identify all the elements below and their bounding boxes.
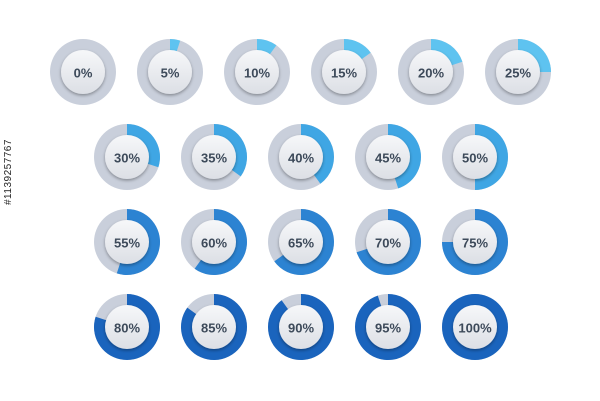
percentage-label: 15% — [331, 66, 357, 81]
ring-center-disc — [279, 305, 323, 349]
progress-ring: 50% — [441, 123, 509, 191]
ring-center-disc — [279, 220, 323, 264]
ring-center-disc — [409, 50, 453, 94]
progress-ring: 100% — [441, 293, 509, 361]
percentage-label: 40% — [288, 151, 314, 166]
ring-center-disc — [453, 135, 497, 179]
percentage-label: 70% — [375, 236, 401, 251]
progress-ring: 70% — [354, 208, 422, 276]
progress-ring: 10% — [223, 38, 291, 106]
progress-ring-graphic: 75% — [442, 209, 508, 275]
stock-id-text: #1139257767 — [3, 139, 14, 205]
ring-center-disc — [453, 220, 497, 264]
progress-ring: 25% — [484, 38, 552, 106]
ring-center-disc — [453, 305, 497, 349]
ring-center-disc — [105, 135, 149, 179]
progress-ring-graphic: 80% — [94, 294, 161, 360]
ring-center-disc — [366, 220, 410, 264]
progress-ring-graphic: 10% — [224, 39, 290, 105]
progress-ring-graphic: 35% — [181, 124, 248, 190]
ring-center-disc — [105, 305, 149, 349]
progress-ring: 85% — [180, 293, 248, 361]
ring-center-disc — [366, 305, 410, 349]
ring-center-disc — [235, 50, 279, 94]
progress-ring: 35% — [180, 123, 248, 191]
percentage-label: 85% — [201, 321, 227, 336]
progress-ring: 60% — [180, 208, 248, 276]
progress-ring-graphic: 15% — [311, 39, 377, 105]
progress-ring: 5% — [136, 38, 204, 106]
progress-ring: 40% — [267, 123, 335, 191]
progress-ring-graphic: 40% — [268, 124, 335, 190]
progress-ring-graphic: 45% — [355, 124, 421, 190]
progress-ring-graphic: 65% — [268, 209, 334, 275]
progress-ring-graphic: 20% — [398, 39, 464, 105]
percentage-label: 90% — [288, 321, 314, 336]
ring-center-disc — [366, 135, 410, 179]
progress-ring-graphic: 85% — [180, 294, 247, 360]
ring-center-disc — [192, 305, 236, 349]
progress-ring-graphic: 60% — [181, 209, 247, 275]
percentage-label: 35% — [201, 151, 227, 166]
progress-ring: 55% — [93, 208, 161, 276]
ring-center-disc — [322, 50, 366, 94]
progress-ring: 0% — [49, 38, 117, 106]
progress-ring-graphic: 100% — [442, 294, 508, 360]
progress-ring: 45% — [354, 123, 422, 191]
ring-center-disc — [105, 220, 149, 264]
progress-ring-graphic: 0% — [50, 39, 116, 105]
percentage-label: 75% — [462, 236, 488, 251]
percentage-label: 0% — [74, 66, 93, 81]
progress-ring-graphic: 30% — [94, 124, 160, 190]
percentage-label: 20% — [418, 66, 444, 81]
ring-center-disc — [148, 50, 192, 94]
ring-center-disc — [61, 50, 105, 94]
progress-ring-graphic: 25% — [485, 39, 551, 105]
progress-ring: 95% — [354, 293, 422, 361]
percentage-label: 30% — [114, 151, 140, 166]
percentage-label: 95% — [375, 321, 401, 336]
progress-ring-graphic: 90% — [267, 294, 334, 360]
progress-ring: 90% — [267, 293, 335, 361]
progress-ring: 80% — [93, 293, 161, 361]
progress-ring: 30% — [93, 123, 161, 191]
progress-ring-graphic: 70% — [355, 209, 422, 275]
progress-ring-graphic: 5% — [137, 39, 203, 105]
progress-ring-graphic: 55% — [94, 209, 161, 275]
percentage-label: 10% — [244, 66, 270, 81]
ring-center-disc — [192, 135, 236, 179]
ring-center-disc — [192, 220, 236, 264]
percentage-label: 100% — [458, 321, 492, 336]
percentage-label: 50% — [462, 151, 488, 166]
ring-center-disc — [279, 135, 323, 179]
progress-ring: 15% — [310, 38, 378, 106]
progress-ring: 75% — [441, 208, 509, 276]
percentage-label: 60% — [201, 236, 227, 251]
percentage-label: 5% — [161, 66, 180, 81]
percentage-label: 65% — [288, 236, 314, 251]
progress-ring-graphic: 95% — [355, 294, 422, 360]
progress-ring: 65% — [267, 208, 335, 276]
percentage-label: 25% — [505, 66, 531, 81]
progress-ring: 20% — [397, 38, 465, 106]
percentage-label: 80% — [114, 321, 140, 336]
ring-center-disc — [496, 50, 540, 94]
percentage-label: 55% — [114, 236, 140, 251]
percentage-label: 45% — [375, 151, 401, 166]
progress-ring-graphic: 50% — [442, 124, 508, 190]
